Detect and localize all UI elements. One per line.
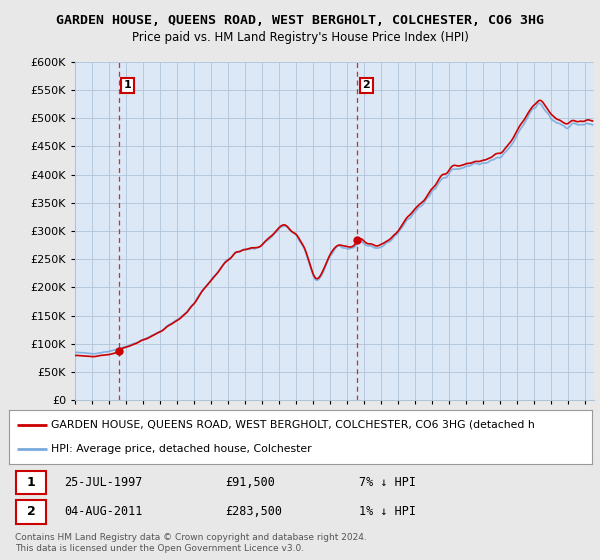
- Text: Contains HM Land Registry data © Crown copyright and database right 2024.
This d: Contains HM Land Registry data © Crown c…: [15, 533, 367, 553]
- FancyBboxPatch shape: [16, 471, 46, 494]
- Text: Price paid vs. HM Land Registry's House Price Index (HPI): Price paid vs. HM Land Registry's House …: [131, 31, 469, 44]
- Text: 1% ↓ HPI: 1% ↓ HPI: [359, 506, 416, 519]
- Text: 7% ↓ HPI: 7% ↓ HPI: [359, 476, 416, 489]
- Text: 1: 1: [124, 80, 131, 90]
- Text: GARDEN HOUSE, QUEENS ROAD, WEST BERGHOLT, COLCHESTER, CO6 3HG: GARDEN HOUSE, QUEENS ROAD, WEST BERGHOLT…: [56, 14, 544, 27]
- Text: £283,500: £283,500: [225, 506, 282, 519]
- FancyBboxPatch shape: [16, 500, 46, 524]
- Text: 1: 1: [27, 476, 35, 489]
- Text: 2: 2: [27, 506, 35, 519]
- Text: £91,500: £91,500: [225, 476, 275, 489]
- Text: 25-JUL-1997: 25-JUL-1997: [64, 476, 143, 489]
- Text: 04-AUG-2011: 04-AUG-2011: [64, 506, 143, 519]
- Text: HPI: Average price, detached house, Colchester: HPI: Average price, detached house, Colc…: [51, 444, 311, 454]
- Text: 2: 2: [362, 80, 370, 90]
- Text: GARDEN HOUSE, QUEENS ROAD, WEST BERGHOLT, COLCHESTER, CO6 3HG (detached h: GARDEN HOUSE, QUEENS ROAD, WEST BERGHOLT…: [51, 420, 535, 430]
